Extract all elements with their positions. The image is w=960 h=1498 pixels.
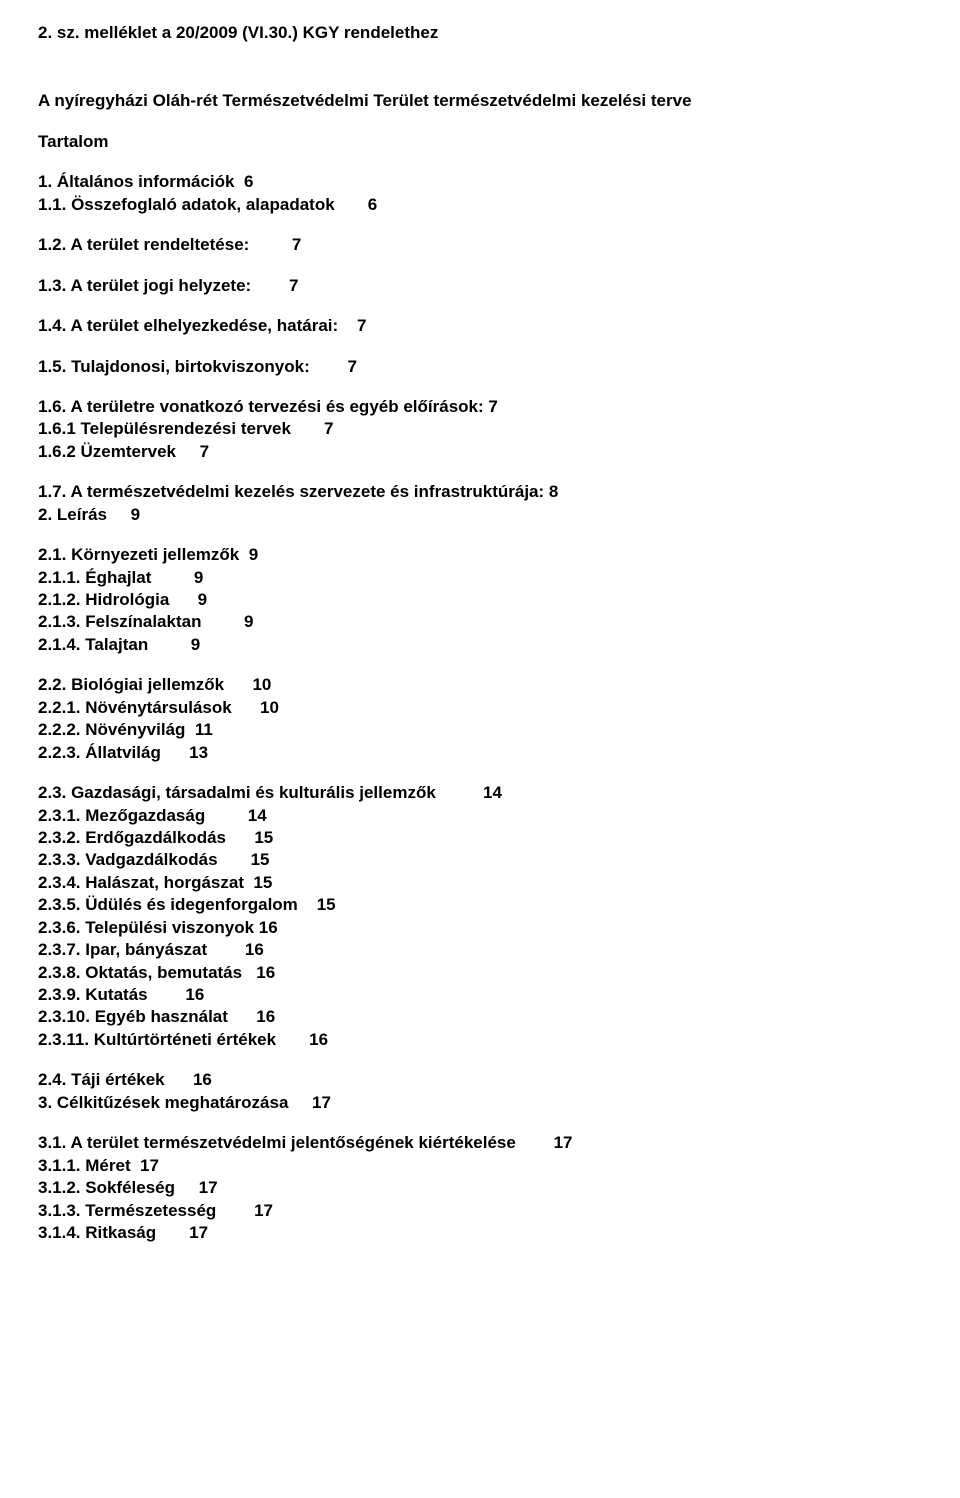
toc-item: 2.1.1. Éghajlat 9 [38, 567, 922, 589]
toc-item: 3.1.1. Méret 17 [38, 1155, 922, 1177]
toc-item: 2.1.4. Talajtan 9 [38, 634, 922, 656]
toc-item: 2.3.2. Erdőgazdálkodás 15 [38, 827, 922, 849]
toc-item: 1.2. A terület rendeltetése: 7 [38, 234, 922, 256]
toc-item: 1.1. Összefoglaló adatok, alapadatok 6 [38, 194, 922, 216]
toc-item: 2.1.3. Felszínalaktan 9 [38, 611, 922, 633]
toc-item: 2.2.3. Állatvilág 13 [38, 742, 922, 764]
doc-subtitle: A nyíregyházi Oláh-rét Természetvédelmi … [38, 90, 922, 112]
toc-item: 2.3.11. Kultúrtörténeti értékek 16 [38, 1029, 922, 1051]
toc-item: 3. Célkitűzések meghatározása 17 [38, 1092, 922, 1114]
toc-item: 3.1.2. Sokféleség 17 [38, 1177, 922, 1199]
doc-title: 2. sz. melléklet a 20/2009 (VI.30.) KGY … [38, 22, 922, 44]
toc-item: 2.3.8. Oktatás, bemutatás 16 [38, 962, 922, 984]
toc-item: 2.3. Gazdasági, társadalmi és kulturális… [38, 782, 922, 804]
toc-item: 1.6. A területre vonatkozó tervezési és … [38, 396, 922, 418]
toc-item: 2.2.2. Növényvilág 11 [38, 719, 922, 741]
toc-item: 2.3.1. Mezőgazdaság 14 [38, 805, 922, 827]
toc-item: 2.3.9. Kutatás 16 [38, 984, 922, 1006]
toc-heading: Tartalom [38, 131, 922, 153]
toc-item: 2.3.4. Halászat, horgászat 15 [38, 872, 922, 894]
toc-item: 2.4. Táji értékek 16 [38, 1069, 922, 1091]
toc-item: 3.1. A terület természetvédelmi jelentős… [38, 1132, 922, 1154]
toc-item: 1.4. A terület elhelyezkedése, határai: … [38, 315, 922, 337]
toc-item: 2.2.1. Növénytársulások 10 [38, 697, 922, 719]
toc-item: 1. Általános információk 6 [38, 171, 922, 193]
toc-item: 2.1.2. Hidrológia 9 [38, 589, 922, 611]
toc-item: 2.2. Biológiai jellemzők 10 [38, 674, 922, 696]
toc-item: 2.3.7. Ipar, bányászat 16 [38, 939, 922, 961]
toc-item: 2.1. Környezeti jellemzők 9 [38, 544, 922, 566]
toc-item: 2.3.5. Üdülés és idegenforgalom 15 [38, 894, 922, 916]
toc-item: 2.3.10. Egyéb használat 16 [38, 1006, 922, 1028]
toc-item: 3.1.4. Ritkaság 17 [38, 1222, 922, 1244]
toc-item: 2.3.3. Vadgazdálkodás 15 [38, 849, 922, 871]
toc-item: 1.6.2 Üzemtervek 7 [38, 441, 922, 463]
toc-item: 1.6.1 Településrendezési tervek 7 [38, 418, 922, 440]
toc-item: 2.3.6. Települési viszonyok 16 [38, 917, 922, 939]
toc-item: 1.7. A természetvédelmi kezelés szerveze… [38, 481, 922, 503]
toc-item: 1.3. A terület jogi helyzete: 7 [38, 275, 922, 297]
toc-item: 2. Leírás 9 [38, 504, 922, 526]
toc-item: 3.1.3. Természetesség 17 [38, 1200, 922, 1222]
toc-item: 1.5. Tulajdonosi, birtokviszonyok: 7 [38, 356, 922, 378]
